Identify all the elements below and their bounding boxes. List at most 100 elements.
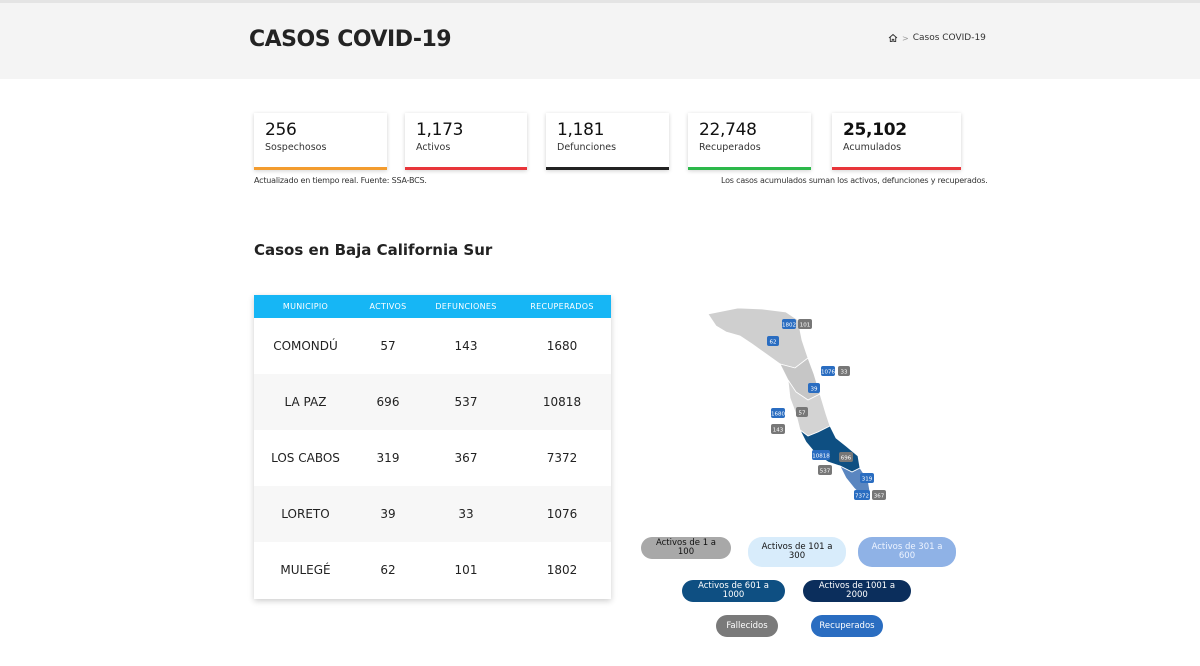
svg-text:57: 57 [799, 411, 806, 417]
map-label-comondu-defunciones: 143 [771, 424, 785, 434]
cell-municipio: MULEGÉ [280, 563, 331, 577]
svg-text:1680: 1680 [771, 412, 785, 418]
cell-municipio: LA PAZ [284, 395, 327, 409]
column-header-municipio: MUNICIPIO [282, 302, 329, 311]
bcs-map: 1802 101 62 1076 33 39 1680 57 143 10818 [707, 307, 886, 500]
table-row: MULEGÉ 62 101 1802 [254, 542, 611, 598]
cases-table: MUNICIPIO ACTIVOS DEFUNCIONES RECUPERADO… [254, 295, 611, 599]
stat-card-sospechosos: 256 Sospechosos [254, 113, 387, 170]
svg-text:39: 39 [811, 387, 818, 393]
svg-text:143: 143 [773, 428, 784, 434]
map-label-mulege-activos: 62 [767, 336, 779, 346]
svg-text:33: 33 [841, 370, 848, 376]
table-row: LA PAZ 696 537 10818 [254, 374, 611, 430]
stat-bar [546, 167, 669, 170]
breadcrumb-separator-icon: > [902, 33, 909, 43]
cell-municipio: LORETO [281, 507, 330, 521]
svg-text:367: 367 [874, 494, 885, 500]
legend-recuperados[interactable]: Recuperados [811, 615, 883, 637]
cell-activos: 696 [376, 395, 400, 409]
cell-defunciones: 33 [458, 507, 474, 521]
legend-activos-1-100[interactable]: Activos de 1 a 100 [641, 537, 731, 559]
map-label-loreto-activos: 39 [808, 383, 820, 393]
cell-defunciones: 143 [454, 339, 478, 353]
cell-activos: 62 [380, 563, 396, 577]
table-header-row: MUNICIPIO ACTIVOS DEFUNCIONES RECUPERADO… [254, 295, 611, 318]
svg-text:319: 319 [862, 477, 873, 483]
svg-text:537: 537 [820, 469, 831, 475]
column-header-defunciones: DEFUNCIONES [435, 302, 497, 311]
svg-text:696: 696 [841, 456, 852, 462]
stat-card-defunciones: 1,181 Defunciones [546, 113, 669, 170]
stat-bar [254, 167, 387, 170]
cell-recuperados: 1802 [546, 563, 578, 577]
stat-value: 256 [265, 120, 297, 140]
svg-text:10818: 10818 [812, 454, 830, 460]
svg-text:7372: 7372 [855, 494, 869, 500]
breadcrumb: > Casos COVID-19 [888, 33, 986, 43]
column-header-activos: ACTIVOS [369, 302, 407, 311]
legend-activos-301-600[interactable]: Activos de 301 a 600 [858, 537, 956, 567]
svg-text:62: 62 [770, 340, 777, 346]
map-label-loreto-recuperados: 1076 [821, 366, 835, 376]
stat-bar [405, 167, 527, 170]
cell-recuperados: 1680 [546, 339, 578, 353]
section-title: Casos en Baja California Sur [254, 241, 493, 259]
top-border [0, 0, 1200, 3]
map-label-comondu-activos: 57 [796, 407, 808, 417]
column-header-recuperados: RECUPERADOS [530, 302, 594, 311]
cell-recuperados: 10818 [542, 395, 582, 409]
stat-value: 1,181 [557, 120, 605, 140]
svg-text:101: 101 [800, 323, 811, 329]
cell-defunciones: 101 [454, 563, 478, 577]
map-label-la-paz-recuperados: 10818 [812, 450, 830, 460]
legend-activos-101-300[interactable]: Activos de 101 a 300 [748, 537, 846, 567]
breadcrumb-current: Casos COVID-19 [912, 33, 986, 43]
stat-bar [832, 167, 961, 170]
stat-bar [688, 167, 811, 170]
map-label-loreto-defunciones: 33 [838, 366, 850, 376]
page-title: CASOS COVID-19 [249, 27, 452, 52]
source-note: Actualizado en tiempo real. Fuente: SSA-… [254, 176, 427, 185]
cell-activos: 319 [376, 451, 400, 465]
stat-label: Defunciones [557, 142, 617, 153]
accumulated-note: Los casos acumulados suman los activos, … [721, 176, 988, 185]
stat-value: 1,173 [416, 120, 464, 140]
table-row: LOS CABOS 319 367 7372 [254, 430, 611, 486]
map-label-mulege-recuperados: 1802 [782, 319, 796, 329]
svg-text:1802: 1802 [782, 323, 796, 329]
stat-card-recuperados: 22,748 Recuperados [688, 113, 811, 170]
map-label-comondu-recuperados: 1680 [771, 408, 785, 418]
cell-recuperados: 7372 [546, 451, 578, 465]
legend-fallecidos[interactable]: Fallecidos [716, 615, 778, 637]
map-label-mulege-defunciones: 101 [798, 319, 812, 329]
cell-defunciones: 367 [454, 451, 478, 465]
stat-value: 22,748 [699, 120, 757, 140]
cell-municipio: LOS CABOS [271, 451, 340, 465]
page-header: CASOS COVID-19 > Casos COVID-19 [0, 3, 1200, 79]
table-row: COMONDÚ 57 143 1680 [254, 318, 611, 374]
map-label-la-paz-defunciones: 537 [818, 465, 832, 475]
cell-activos: 57 [380, 339, 396, 353]
stat-value: 25,102 [843, 120, 907, 140]
cell-municipio: COMONDÚ [273, 339, 338, 353]
cell-defunciones: 537 [454, 395, 478, 409]
map-region-mulege[interactable] [707, 307, 809, 369]
cell-recuperados: 1076 [546, 507, 578, 521]
svg-text:1076: 1076 [821, 370, 835, 376]
stat-label: Sospechosos [265, 142, 327, 153]
stat-label: Recuperados [699, 142, 761, 153]
home-icon[interactable] [888, 33, 898, 43]
map-label-los-cabos-activos: 319 [860, 473, 874, 483]
table-row: LORETO 39 33 1076 [254, 486, 611, 542]
stat-card-activos: 1,173 Activos [405, 113, 527, 170]
legend-activos-601-1000[interactable]: Activos de 601 a 1000 [682, 580, 785, 602]
stat-label: Activos [416, 142, 451, 153]
map-label-los-cabos-recuperados: 7372 [854, 490, 870, 500]
map-label-la-paz-activos: 696 [839, 452, 853, 462]
legend-activos-1001-2000[interactable]: Activos de 1001 a 2000 [803, 580, 911, 602]
stat-card-acumulados: 25,102 Acumulados [832, 113, 961, 170]
stat-label: Acumulados [843, 142, 902, 153]
cell-activos: 39 [380, 507, 396, 521]
map-label-los-cabos-defunciones: 367 [872, 490, 886, 500]
